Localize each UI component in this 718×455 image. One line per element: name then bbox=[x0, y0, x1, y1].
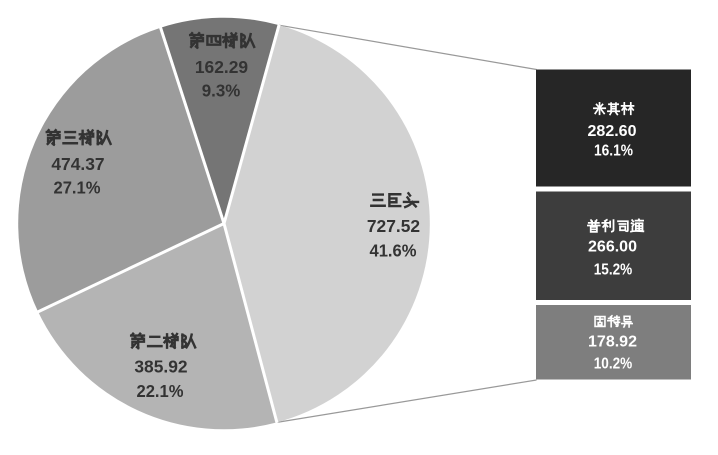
svg-text:10.2%: 10.2% bbox=[594, 356, 633, 373]
svg-text:385.92: 385.92 bbox=[134, 357, 187, 377]
svg-text:727.52: 727.52 bbox=[367, 216, 420, 236]
svg-text:162.29: 162.29 bbox=[195, 57, 249, 77]
svg-text:9.3%: 9.3% bbox=[202, 80, 241, 100]
svg-text:27.1%: 27.1% bbox=[54, 178, 101, 198]
svg-text:15.2%: 15.2% bbox=[594, 262, 633, 279]
svg-text:22.1%: 22.1% bbox=[137, 381, 184, 401]
svg-text:16.1%: 16.1% bbox=[594, 143, 633, 160]
svg-text:474.37: 474.37 bbox=[51, 154, 104, 174]
svg-text:266.00: 266.00 bbox=[588, 239, 637, 256]
svg-text:282.60: 282.60 bbox=[588, 123, 637, 140]
svg-text:178.92: 178.92 bbox=[588, 334, 637, 351]
svg-text:41.6%: 41.6% bbox=[370, 241, 417, 261]
